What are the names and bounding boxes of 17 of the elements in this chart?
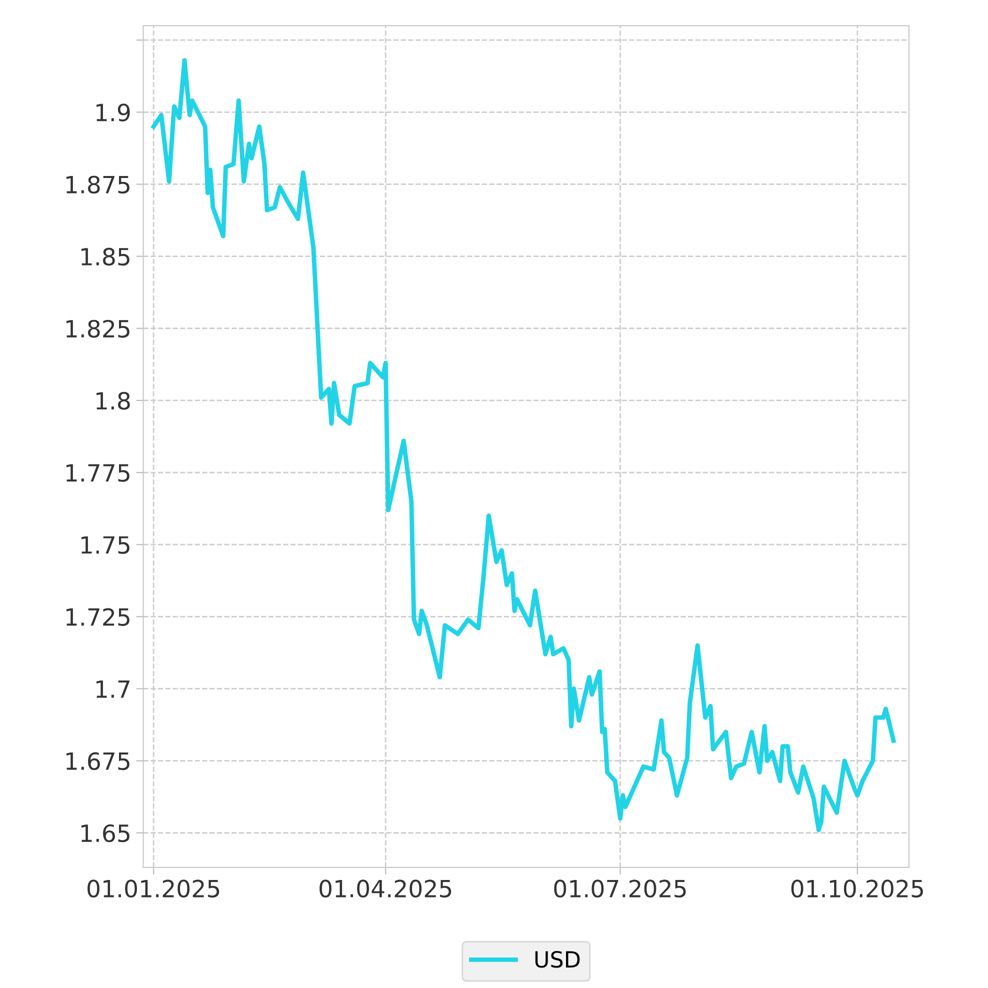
- legend-label: USD: [535, 950, 580, 968]
- x-tick-label: 01.10.2025: [791, 880, 923, 898]
- y-tick-label: 1.675: [66, 752, 130, 770]
- line-series: [151, 58, 896, 832]
- y-tick-label: 1.825: [66, 320, 130, 338]
- x-tick-label: 01.04.2025: [320, 880, 452, 898]
- y-tick-label: 1.775: [66, 464, 130, 482]
- y-tick-label: 1.9: [96, 104, 130, 122]
- y-tick-label: 1.7: [96, 680, 130, 698]
- y-tick-label: 1.65: [81, 824, 130, 842]
- y-tick-label: 1.8: [96, 392, 130, 410]
- y-tick-label: 1.85: [81, 248, 130, 266]
- x-tick-label: 01.01.2025: [88, 880, 220, 898]
- y-tick-label: 1.875: [66, 176, 130, 194]
- y-tick-label: 1.725: [66, 608, 130, 626]
- y-tick-label: 1.75: [81, 536, 130, 554]
- x-tick-label: 01.07.2025: [554, 880, 686, 898]
